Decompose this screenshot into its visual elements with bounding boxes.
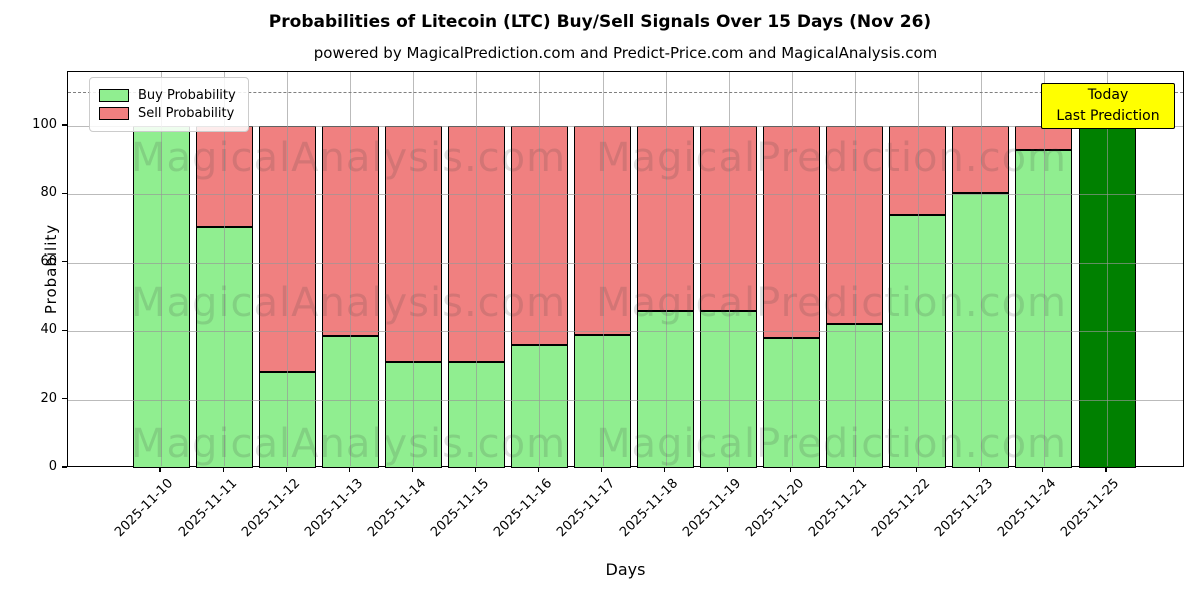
y-tick-mark xyxy=(62,398,67,400)
x-tick-mark xyxy=(285,467,287,472)
gridline-vertical xyxy=(224,72,226,466)
legend-label-buy: Buy Probability xyxy=(138,88,236,103)
y-tick-mark xyxy=(62,466,67,468)
gridline-vertical xyxy=(854,72,856,466)
threshold-dashed-line xyxy=(68,91,1183,93)
gridline-horizontal xyxy=(68,126,1183,127)
x-tick-label: 2025-11-13 xyxy=(301,476,366,541)
x-tick-mark xyxy=(853,467,855,472)
y-tick-label: 60 xyxy=(40,253,57,269)
gridline-horizontal xyxy=(68,331,1183,333)
watermark-text-left: MagicalAnalysis.com xyxy=(131,135,567,181)
gridline-vertical xyxy=(539,72,541,466)
x-tick-mark xyxy=(537,467,539,472)
gridline-vertical xyxy=(980,72,982,466)
today-annotation-box: Today Last Prediction xyxy=(1041,83,1175,129)
x-tick-label: 2025-11-20 xyxy=(743,476,808,541)
x-tick-label: 2025-11-21 xyxy=(806,476,871,541)
x-tick-mark xyxy=(979,467,981,472)
gridline-horizontal xyxy=(68,399,1183,401)
x-tick-mark xyxy=(1042,467,1044,472)
x-tick-mark xyxy=(474,467,476,472)
watermark-text-left: MagicalAnalysis.com xyxy=(131,421,567,467)
sell-probability-swatch xyxy=(99,107,129,120)
gridline-horizontal xyxy=(68,262,1183,264)
x-tick-label: 2025-11-12 xyxy=(238,476,303,541)
gridline-vertical xyxy=(1107,72,1108,466)
x-tick-label: 2025-11-19 xyxy=(680,476,745,541)
x-tick-label: 2025-11-16 xyxy=(490,476,556,541)
x-tick-mark xyxy=(159,467,161,472)
x-tick-label: 2025-11-10 xyxy=(112,476,177,541)
legend-item-sell: Sell Probability xyxy=(99,106,236,121)
gridline-vertical xyxy=(1043,72,1045,466)
x-tick-label: 2025-11-15 xyxy=(427,476,492,541)
x-tick-mark xyxy=(348,467,350,472)
gridline-vertical xyxy=(287,72,289,466)
x-tick-label: 2025-11-24 xyxy=(995,476,1060,541)
legend: Buy Probability Sell Probability xyxy=(89,77,249,132)
watermark-text-right: MagicalPrediction.com xyxy=(596,280,1067,326)
watermark-text-left: MagicalAnalysis.com xyxy=(131,280,567,326)
legend-item-buy: Buy Probability xyxy=(99,88,236,103)
gridline-vertical xyxy=(665,72,667,466)
x-tick-label: 2025-11-22 xyxy=(869,476,934,541)
gridline-vertical xyxy=(350,72,352,466)
gridline-vertical xyxy=(791,72,793,466)
annotation-line-1: Today xyxy=(1087,87,1129,103)
x-tick-label: 2025-11-11 xyxy=(175,476,240,541)
x-tick-label: 2025-11-25 xyxy=(1058,476,1123,541)
x-tick-mark xyxy=(600,467,603,472)
gridline-vertical xyxy=(413,72,415,466)
grid-layer xyxy=(68,72,1183,466)
x-tick-label: 2025-11-14 xyxy=(364,476,429,541)
y-tick-mark xyxy=(62,192,67,194)
x-tick-label: 2025-11-18 xyxy=(617,476,682,541)
x-tick-mark xyxy=(1105,467,1107,472)
x-tick-mark xyxy=(790,467,792,472)
chart-subtitle: powered by MagicalPrediction.com and Pre… xyxy=(313,44,938,62)
y-tick-label: 20 xyxy=(40,390,57,406)
x-axis-label: Days xyxy=(605,560,646,579)
gridline-vertical xyxy=(728,72,730,466)
legend-label-sell: Sell Probability xyxy=(138,106,235,121)
x-tick-label: 2025-11-23 xyxy=(932,476,997,541)
y-tick-label: 40 xyxy=(40,322,57,338)
gridline-vertical xyxy=(161,72,162,466)
gridline-vertical xyxy=(602,72,604,466)
y-tick-label: 100 xyxy=(32,117,57,132)
watermark-text-right: MagicalPrediction.com xyxy=(596,421,1067,467)
x-tick-mark xyxy=(222,467,224,472)
watermark-text-right: MagicalPrediction.com xyxy=(596,135,1067,181)
buy-probability-swatch xyxy=(99,89,129,102)
gridline-horizontal xyxy=(68,194,1183,196)
y-tick-label: 80 xyxy=(40,185,57,201)
y-tick-mark xyxy=(62,261,67,263)
gridline-vertical xyxy=(917,72,919,466)
x-tick-mark xyxy=(916,467,918,472)
x-tick-mark xyxy=(411,467,413,472)
y-tick-mark xyxy=(62,124,67,126)
y-tick-mark xyxy=(62,329,67,331)
chart-title: Probabilities of Litecoin (LTC) Buy/Sell… xyxy=(268,12,932,32)
x-tick-mark xyxy=(727,467,729,472)
x-tick-mark xyxy=(663,467,666,472)
y-tick-label: 0 xyxy=(48,459,57,474)
plot-area: MagicalAnalysis.com MagicalPrediction.com… xyxy=(67,71,1184,468)
annotation-line-2: Last Prediction xyxy=(1056,108,1160,124)
x-tick-label: 2025-11-17 xyxy=(554,476,619,541)
gridline-vertical xyxy=(476,72,478,466)
